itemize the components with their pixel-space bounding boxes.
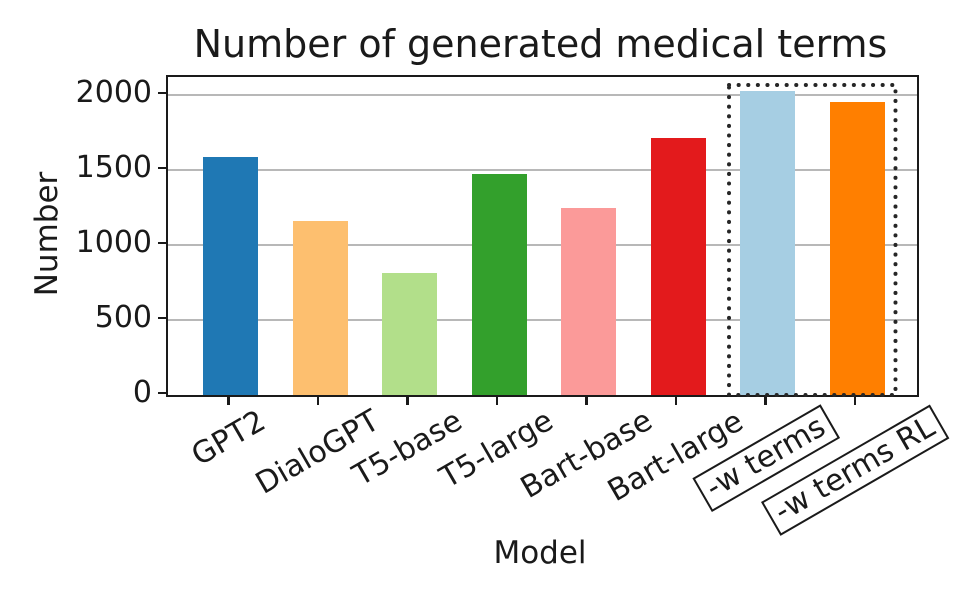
bar-dialogpt	[292, 221, 348, 395]
bar-t5-base	[382, 272, 437, 395]
x-tick-mark	[227, 395, 230, 405]
x-tick-mark	[853, 395, 857, 405]
bar-t5-large	[471, 173, 527, 395]
plot-area	[166, 75, 919, 397]
y-tick-label-0: 0	[132, 375, 152, 410]
y-tick-mark	[158, 316, 167, 320]
gridline-500	[168, 319, 917, 321]
y-tick-label-2000: 2000	[75, 75, 152, 110]
gridline-2000	[168, 94, 917, 96]
gridline-1000	[168, 244, 917, 246]
y-tick-label-1000: 1000	[75, 225, 152, 260]
gridline-1500	[168, 169, 917, 171]
x-tick-mark	[585, 395, 588, 405]
y-tick-mark	[158, 391, 167, 395]
x-tick-mark	[495, 395, 499, 405]
bar-gpt2	[203, 156, 258, 395]
bar-w-terms-rl	[829, 101, 885, 395]
bar-w-terms	[740, 91, 795, 395]
y-tick-mark	[158, 241, 167, 245]
highlight-dotted-box	[727, 83, 898, 397]
x-tick-label-gpt2: GPT2	[185, 403, 271, 474]
x-axis-label: Model	[493, 535, 587, 571]
x-tick-mark	[674, 395, 678, 405]
chart-title: Number of generated medical terms	[193, 22, 888, 66]
y-tick-mark	[158, 166, 167, 170]
bar-bart-large	[650, 137, 706, 395]
x-tick-mark	[406, 395, 409, 405]
y-tick-label-500: 500	[94, 300, 152, 335]
y-tick-mark	[158, 91, 167, 95]
bar-bart-base	[561, 208, 616, 395]
x-tick-mark	[316, 395, 320, 405]
x-tick-mark	[764, 395, 767, 405]
y-tick-label-1500: 1500	[75, 150, 152, 185]
